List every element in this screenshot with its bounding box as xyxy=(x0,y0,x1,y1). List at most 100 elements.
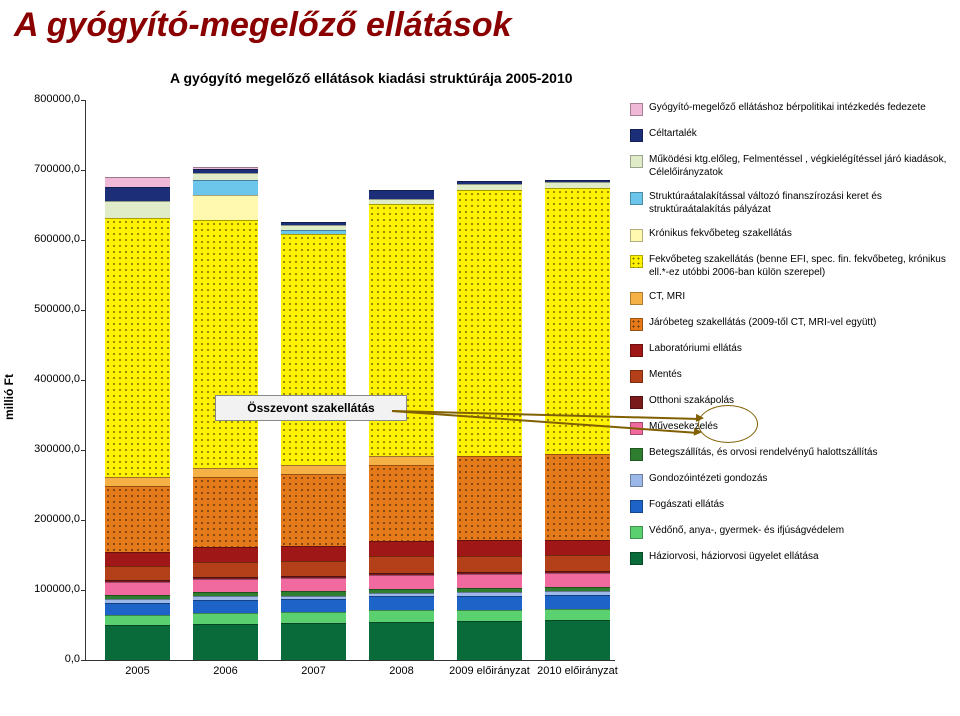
bar-segment-muvese xyxy=(457,574,522,588)
bar-segment-jaro xyxy=(193,477,258,547)
legend-label: Fekvőbeteg szakellátás (benne EFI, spec.… xyxy=(649,254,950,279)
legend-item-celtart: Céltartalék xyxy=(630,128,950,142)
bar-segment-muvese xyxy=(281,578,346,591)
bar-segment-otthoni xyxy=(545,571,610,573)
legend-item-ctmri: CT, MRI xyxy=(630,291,950,305)
legend-swatch xyxy=(630,129,643,142)
legend-swatch xyxy=(630,229,643,242)
bar-segment-hazi xyxy=(105,625,170,660)
legend-item-beteg: Betegszállítás, és orvosi rendelvényű ha… xyxy=(630,447,950,461)
page-title: A gyógyító-megelőző ellátások xyxy=(14,6,512,45)
bar-segment-celtart xyxy=(193,169,258,173)
legend-swatch xyxy=(630,500,643,513)
legend-swatch xyxy=(630,103,643,116)
legend-swatch xyxy=(630,155,643,168)
bar-segment-mukodesi xyxy=(457,184,522,190)
legend-label: Struktúraátalakítással változó finanszír… xyxy=(649,191,950,216)
bar-segment-fogaszat xyxy=(281,599,346,612)
bar-segment-fogaszat xyxy=(545,595,610,609)
bar-segment-jaro xyxy=(369,465,434,541)
bar-segment-hazi xyxy=(369,622,434,661)
bar-segment-labor xyxy=(193,547,258,562)
legend-label: Laboratóriumi ellátás xyxy=(649,343,742,356)
bar-segment-ctmri xyxy=(193,468,258,477)
legend-swatch xyxy=(630,526,643,539)
bar-segment-muvese xyxy=(545,573,610,587)
bar-segment-jaro xyxy=(105,486,170,553)
bar-segment-jaro xyxy=(545,454,610,539)
y-tick-mark xyxy=(81,450,85,451)
bar-segment-otthoni xyxy=(369,573,434,575)
bar-segment-vedono xyxy=(457,610,522,621)
y-tick: 0,0 xyxy=(10,653,80,665)
y-tick: 200000,0 xyxy=(10,513,80,525)
bar-segment-fogaszat xyxy=(369,596,434,610)
bar xyxy=(457,181,522,660)
bar-segment-mentes xyxy=(281,561,346,576)
callout-osszevont: Összevont szakellátás xyxy=(215,395,407,421)
legend-swatch xyxy=(630,318,643,331)
legend-label: CT, MRI xyxy=(649,291,685,304)
bar-segment-vedono xyxy=(281,612,346,623)
legend-label: Krónikus fekvőbeteg szakellátás xyxy=(649,228,792,241)
bar-segment-otthoni xyxy=(193,577,258,579)
y-tick: 800000,0 xyxy=(10,93,80,105)
bar-segment-mukodesi xyxy=(369,199,434,203)
legend-item-berpol: Gyógyító-megelőző ellátáshoz bérpolitika… xyxy=(630,102,950,116)
legend-item-jaro: Járóbeteg szakellátás (2009-től CT, MRI-… xyxy=(630,317,950,331)
bar-segment-mentes xyxy=(193,562,258,577)
legend-item-gondozo: Gondozóintézeti gondozás xyxy=(630,473,950,487)
legend-swatch xyxy=(630,344,643,357)
legend-label: Működési ktg.előleg, Felmentéssel , végk… xyxy=(649,154,950,179)
legend-label: Háziorvosi, háziorvosi ügyelet ellátása xyxy=(649,551,819,564)
bar-segment-gondozo xyxy=(545,591,610,595)
y-tick-mark xyxy=(81,520,85,521)
x-tick: 2008 xyxy=(354,665,449,677)
legend-swatch xyxy=(630,255,643,268)
legend-label: Betegszállítás, és orvosi rendelvényű ha… xyxy=(649,447,877,460)
bar-segment-muvese xyxy=(193,579,258,592)
legend-item-hazi: Háziorvosi, háziorvosi ügyelet ellátása xyxy=(630,551,950,565)
bar-segment-otthoni xyxy=(281,576,346,578)
bar-segment-labor xyxy=(369,541,434,556)
bar-segment-jaro xyxy=(281,474,346,546)
bar-segment-hazi xyxy=(457,621,522,660)
arrowhead-icon xyxy=(694,428,703,437)
bar-segment-hazi xyxy=(193,624,258,660)
bar xyxy=(281,222,346,660)
bar-segment-fekvo xyxy=(193,220,258,469)
bar-segment-gondozo xyxy=(369,593,434,597)
bar-segment-jaro xyxy=(457,456,522,540)
y-tick-mark xyxy=(81,310,85,311)
bar-segment-mukodesi xyxy=(193,173,258,180)
legend-item-vedono: Védőnő, anya-, gyermek- és ifjúságvédele… xyxy=(630,525,950,539)
bar xyxy=(369,190,434,660)
bar-segment-mentes xyxy=(369,556,434,572)
bar-segment-hazi xyxy=(545,620,610,660)
legend-swatch xyxy=(630,396,643,409)
bar-segment-gondozo xyxy=(457,592,522,596)
legend-label: Védőnő, anya-, gyermek- és ifjúságvédele… xyxy=(649,525,844,538)
page-root: A gyógyító-megelőző ellátások A gyógyító… xyxy=(0,0,960,716)
y-tick: 300000,0 xyxy=(10,443,80,455)
bar xyxy=(105,177,170,660)
bar-segment-beteg xyxy=(457,588,522,592)
legend-item-struktura: Struktúraátalakítással változó finanszír… xyxy=(630,191,950,216)
bar-segment-struktura xyxy=(281,230,346,234)
bar-segment-gondozo xyxy=(105,599,170,603)
bar-segment-beteg xyxy=(281,591,346,595)
y-tick-mark xyxy=(81,100,85,101)
y-tick: 100000,0 xyxy=(10,583,80,595)
bar-segment-ctmri xyxy=(105,477,170,485)
bar-segment-gondozo xyxy=(281,596,346,600)
bar-segment-berpol xyxy=(105,177,170,187)
arrowhead-icon xyxy=(696,414,704,422)
legend-label: Fogászati ellátás xyxy=(649,499,724,512)
bar-segment-mukodesi xyxy=(545,182,610,188)
bar-segment-mentes xyxy=(105,566,170,580)
bar-segment-struktura xyxy=(193,180,258,195)
stacked-bar-chart: 0,0100000,0200000,0300000,0400000,050000… xyxy=(85,100,615,660)
y-tick: 600000,0 xyxy=(10,233,80,245)
bar-segment-mukodesi xyxy=(105,201,170,219)
bar-segment-mentes xyxy=(545,555,610,571)
